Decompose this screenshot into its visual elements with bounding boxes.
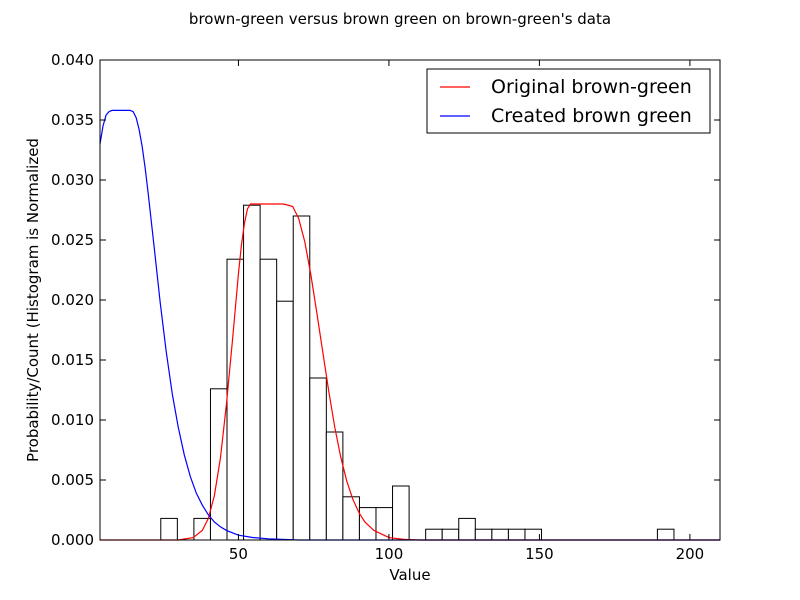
y-tick-label: 0.005: [51, 471, 94, 489]
histogram-bar: [491, 528, 509, 541]
legend-label-created: Created brown green: [491, 105, 692, 127]
histogram-bar: [656, 528, 675, 541]
legend-label-original: Original brown-green: [491, 76, 692, 98]
histogram-bar: [358, 507, 377, 541]
y-tick-label: 0.030: [51, 171, 94, 189]
x-axis-label: Value: [389, 566, 430, 584]
x-tick-label: 50: [229, 545, 248, 563]
legend-box: [426, 68, 711, 134]
histogram-bar: [342, 496, 360, 541]
histogram-bar: [209, 388, 228, 541]
y-tick-label: 0.035: [51, 111, 94, 129]
histogram-bar: [259, 258, 278, 541]
histogram-bars: [160, 204, 675, 541]
y-tick-label: 0.015: [51, 351, 94, 369]
y-tick-label: 0.010: [51, 411, 94, 429]
histogram-bar: [441, 528, 460, 541]
axis-ticks: 50 100 150 200 0.000 0.005 0.010 0.015 0.020 0.02…: [51, 51, 720, 563]
histogram-bar: [458, 517, 476, 541]
y-tick-label: 0.020: [51, 291, 94, 309]
histogram-bar: [160, 517, 178, 541]
x-tick-label: 150: [525, 545, 554, 563]
histogram-bar: [325, 431, 344, 541]
histogram-bar: [392, 485, 410, 541]
series-line-created: [99, 109, 720, 541]
histogram-bar: [226, 258, 245, 541]
histogram-bar: [193, 517, 211, 541]
histogram-bar: [474, 528, 493, 541]
histogram-bar: [243, 204, 261, 541]
series-line-original: [100, 203, 720, 541]
histogram-bar: [276, 300, 294, 541]
chart-title: brown-green versus brown green on brown-…: [189, 10, 611, 28]
histogram-bar: [425, 528, 443, 541]
y-axis-label: Probability/Count (Histogram is Normaliz…: [24, 138, 42, 462]
x-tick-label: 100: [375, 545, 404, 563]
histogram-bar: [309, 377, 327, 541]
legend: Original brown-green Created brown green: [426, 68, 711, 134]
y-tick-label: 0.025: [51, 231, 94, 249]
x-tick-label: 200: [676, 545, 705, 563]
y-tick-label: 0.000: [51, 531, 94, 549]
density-curves: [99, 109, 720, 541]
histogram-bar: [292, 215, 311, 541]
histogram-bar: [507, 528, 526, 541]
y-tick-label: 0.040: [51, 51, 94, 69]
